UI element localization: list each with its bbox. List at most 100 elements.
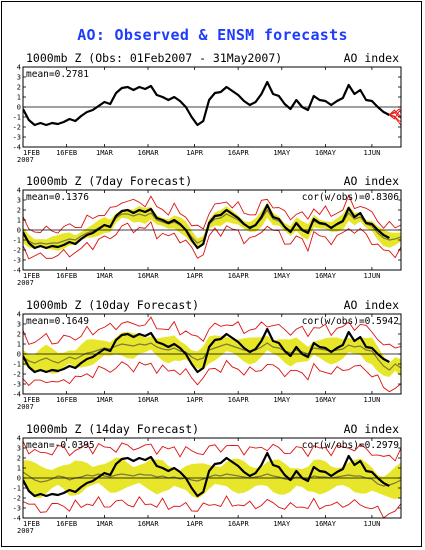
x-tick-label: 1JUN <box>363 272 380 280</box>
observed-line <box>23 80 390 127</box>
y-tick-label: -4 <box>13 144 21 152</box>
ensemble-mean-line <box>23 342 401 371</box>
x-tick-label: 1FEB <box>23 520 40 528</box>
x-tick-label: 1APR <box>186 149 204 157</box>
panel-plot-area-2 <box>23 194 401 260</box>
y-tick-label: 3 <box>17 74 21 82</box>
x-tick-label: 16FEB <box>56 520 77 528</box>
x-tick-label: 16MAY <box>315 272 337 280</box>
ensemble-max-line <box>23 316 401 349</box>
mean-label: mean=0.1376 <box>26 192 89 203</box>
x-tick-label: 1JUN <box>363 396 380 404</box>
y-tick-label: -1 <box>13 485 21 493</box>
panel-plot-area-1 <box>23 80 401 127</box>
panel-2 <box>22 189 402 271</box>
y-tick-label: 4 <box>17 435 21 443</box>
x-tick-label: 1JUN <box>363 149 380 157</box>
x-tick-label: 1APR <box>186 396 204 404</box>
y-tick-label: 1 <box>17 94 21 102</box>
forecast-member-line <box>389 114 401 122</box>
y-tick-label: 4 <box>17 187 21 195</box>
x-tick-label: 16MAY <box>315 520 337 528</box>
y-tick-label: 2 <box>17 455 21 463</box>
y-tick-label: -2 <box>13 371 21 379</box>
x-year-label: 2007 <box>17 527 34 535</box>
panel-index-label-2: AO index <box>344 174 399 188</box>
forecast-member-line <box>389 110 401 120</box>
panel-plot-area-3 <box>23 316 401 393</box>
panel-index-label-4: AO index <box>344 422 399 436</box>
x-year-label: 2007 <box>17 156 34 164</box>
y-tick-label: -2 <box>13 247 21 255</box>
x-tick-label: 1MAR <box>96 520 114 528</box>
y-tick-label: -3 <box>13 381 21 389</box>
ensemble-min-line <box>23 495 401 518</box>
y-tick-label: 3 <box>17 321 21 329</box>
forecast-member-line <box>389 108 401 116</box>
forecast-member-line <box>389 114 401 127</box>
x-tick-label: 16APR <box>228 396 250 404</box>
y-tick-label: 4 <box>17 311 21 319</box>
y-tick-label: -2 <box>13 124 21 132</box>
x-tick-label: 1FEB <box>23 272 40 280</box>
x-tick-label: 1APR <box>186 272 204 280</box>
panel-1 <box>22 66 402 148</box>
mean-label: mean=0.1649 <box>26 316 89 327</box>
panel-header-2: 1000mb Z (7day Forecast) <box>26 174 192 188</box>
y-tick-label: 0 <box>17 227 21 235</box>
y-tick-label: -1 <box>13 114 21 122</box>
x-tick-label: 16MAR <box>137 149 159 157</box>
x-tick-label: 1MAY <box>273 149 291 157</box>
y-tick-label: -4 <box>13 267 21 275</box>
observed-line <box>23 327 390 374</box>
x-year-label: 2007 <box>17 403 34 411</box>
ensemble-min-line <box>23 359 401 393</box>
panel-header-3: 1000mb Z (10day Forecast) <box>26 298 199 312</box>
ensemble-max-line <box>23 194 401 234</box>
correlation-label: cor(w/obs)=0.5942 <box>302 316 399 327</box>
y-tick-label: 1 <box>17 341 21 349</box>
x-tick-label: 16APR <box>228 149 250 157</box>
y-tick-label: 3 <box>17 197 21 205</box>
y-tick-label: 1 <box>17 217 21 225</box>
forecast-member-line <box>389 109 401 120</box>
y-tick-label: -4 <box>13 391 21 399</box>
x-tick-label: 16MAY <box>315 149 337 157</box>
y-tick-label: 0 <box>17 475 21 483</box>
x-tick-label: 1FEB <box>23 396 40 404</box>
x-tick-label: 16MAY <box>315 396 337 404</box>
y-tick-label: -3 <box>13 134 21 142</box>
x-tick-label: 1MAR <box>96 396 114 404</box>
x-tick-label: 1MAR <box>96 272 114 280</box>
y-tick-label: 4 <box>17 64 21 72</box>
x-year-label: 2007 <box>17 279 34 287</box>
x-tick-label: 16FEB <box>56 396 77 404</box>
y-tick-label: 0 <box>17 351 21 359</box>
y-tick-label: 2 <box>17 84 21 92</box>
y-tick-label: 2 <box>17 207 21 215</box>
x-tick-label: 1MAY <box>273 520 291 528</box>
y-tick-label: -2 <box>13 495 21 503</box>
x-tick-label: 16MAR <box>137 396 159 404</box>
y-tick-label: 2 <box>17 331 21 339</box>
x-tick-label: 1MAY <box>273 272 291 280</box>
y-tick-label: -4 <box>13 515 21 523</box>
panel-header-4: 1000mb Z (14day Forecast) <box>26 422 199 436</box>
correlation-label: cor(w/obs)=0.8306 <box>302 192 400 203</box>
ensemble-min-line <box>23 221 401 260</box>
y-tick-label: 1 <box>17 465 21 473</box>
x-tick-label: 16MAR <box>137 272 159 280</box>
correlation-label: cor(w/obs)=0.2979 <box>302 440 400 451</box>
x-tick-label: 16MAR <box>137 520 159 528</box>
y-tick-label: -1 <box>13 237 21 245</box>
ensemble-mean-line <box>23 471 401 487</box>
y-tick-label: 3 <box>17 445 21 453</box>
mean-label: mean=-0.0395 <box>26 440 95 451</box>
panel-header-1: 1000mb Z (Obs: 01Feb2007 - 31May2007) <box>26 51 282 65</box>
y-tick-label: -3 <box>13 505 21 513</box>
panel-4 <box>22 437 402 519</box>
panel-index-label-1: AO index <box>344 51 399 65</box>
x-tick-label: 16FEB <box>56 272 77 280</box>
